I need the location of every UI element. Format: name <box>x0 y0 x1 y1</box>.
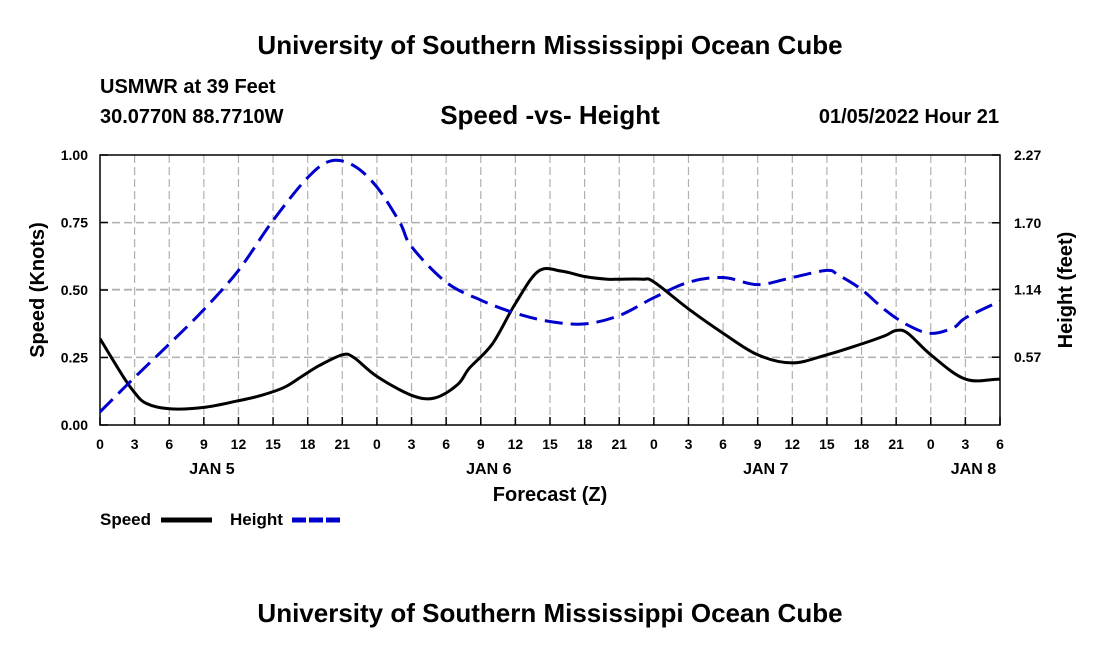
station-label: USMWR at 39 Feet <box>100 76 276 98</box>
x-tick-label: 0 <box>650 436 658 452</box>
y-tick-label-right: 2.27 <box>1014 147 1041 163</box>
y-tick-label-left: 0.00 <box>61 417 88 433</box>
station-coordinates: 30.0770N 88.7710W <box>100 106 284 128</box>
y-tick-label-left: 0.50 <box>61 282 88 298</box>
x-tick-label: 0 <box>373 436 381 452</box>
x-tick-label: 9 <box>754 436 762 452</box>
footer-title: University of Southern Mississippi Ocean… <box>257 598 843 628</box>
forecast-datetime: 01/05/2022 Hour 21 <box>818 106 999 128</box>
x-tick-label: 3 <box>961 436 969 452</box>
y-tick-label-right: 1.70 <box>1014 215 1041 231</box>
x-tick-label: 3 <box>408 436 416 452</box>
x-tick-label: 18 <box>577 436 593 452</box>
x-date-label: JAN 7 <box>743 461 788 478</box>
x-tick-label: 9 <box>200 436 208 452</box>
x-tick-label: 21 <box>888 436 904 452</box>
y-axis-label-left: Speed (Knots) <box>27 222 49 358</box>
x-tick-label: 6 <box>442 436 450 452</box>
x-tick-label: 3 <box>685 436 693 452</box>
x-tick-label: 12 <box>785 436 801 452</box>
x-tick-label: 0 <box>96 436 104 452</box>
x-date-label: JAN 5 <box>189 461 234 478</box>
x-tick-label: 12 <box>231 436 247 452</box>
y-tick-label-left: 1.00 <box>61 147 88 163</box>
y-tick-label-right: 0.57 <box>1014 349 1041 365</box>
y-tick-label-left: 0.75 <box>61 215 88 231</box>
series <box>100 158 1000 413</box>
x-tick-label: 12 <box>508 436 524 452</box>
x-axis-label: Forecast (Z) <box>493 484 607 506</box>
x-tick-label: 6 <box>996 436 1004 452</box>
grid <box>100 155 1000 425</box>
x-tick-label: 9 <box>477 436 485 452</box>
x-tick-label: 21 <box>611 436 627 452</box>
page-title: University of Southern Mississippi Ocean… <box>257 30 843 60</box>
x-tick-label: 15 <box>819 436 835 452</box>
x-date-label: JAN 8 <box>951 461 996 478</box>
chart-title: Speed -vs- Height <box>440 100 660 130</box>
legend: Speed Height <box>100 510 343 529</box>
x-tick-label: 18 <box>854 436 870 452</box>
x-tick-label: 15 <box>542 436 558 452</box>
x-tick-label: 6 <box>165 436 173 452</box>
x-tick-label: 0 <box>927 436 935 452</box>
legend-label-height: Height <box>230 510 283 529</box>
y-tick-label-right: 1.14 <box>1014 281 1041 297</box>
y-axis-label-right: Height (feet) <box>1055 232 1077 349</box>
series-line-height <box>100 158 1000 413</box>
y-tick-label-left: 0.25 <box>61 350 88 366</box>
x-date-label: JAN 6 <box>466 461 511 478</box>
x-tick-label: 15 <box>265 436 281 452</box>
series-line-speed <box>100 266 1000 411</box>
x-tick-label: 6 <box>719 436 727 452</box>
x-tick-label: 3 <box>131 436 139 452</box>
x-tick-label: 21 <box>335 436 351 452</box>
labels: Forecast (Z) Speed (Knots) Height (feet)… <box>27 147 1077 506</box>
x-tick-label: 18 <box>300 436 316 452</box>
axes <box>99 154 1001 426</box>
legend-label-speed: Speed <box>100 510 151 529</box>
